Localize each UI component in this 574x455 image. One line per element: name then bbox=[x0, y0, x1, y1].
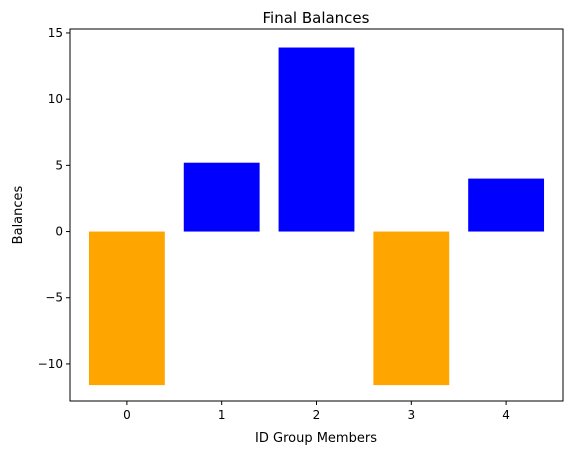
bar-1 bbox=[183, 162, 260, 232]
y-tick-label: 15 bbox=[48, 26, 63, 40]
bar-2 bbox=[278, 47, 355, 232]
x-tick-label: 3 bbox=[407, 408, 415, 422]
bar-0 bbox=[88, 231, 165, 386]
bar-3 bbox=[373, 231, 450, 386]
x-tick-label: 2 bbox=[313, 408, 321, 422]
chart-title: Final Balances bbox=[263, 9, 370, 27]
bar-4 bbox=[468, 178, 545, 232]
x-axis-label: ID Group Members bbox=[255, 431, 377, 446]
y-tick-label: 5 bbox=[55, 158, 63, 172]
x-tick-label: 4 bbox=[502, 408, 510, 422]
y-tick-label: 0 bbox=[55, 225, 63, 239]
y-axis-label: Balances bbox=[11, 185, 26, 244]
y-tick-label: 10 bbox=[48, 92, 63, 106]
bars-group bbox=[88, 47, 545, 386]
y-tick-label: −5 bbox=[45, 291, 63, 305]
y-tick-label: −10 bbox=[38, 357, 63, 371]
x-tick-label: 0 bbox=[123, 408, 131, 422]
x-axis: 0 1 2 3 4 bbox=[123, 401, 510, 422]
x-tick-label: 1 bbox=[218, 408, 226, 422]
y-axis: 15 10 5 0 −5 −10 bbox=[38, 26, 70, 371]
